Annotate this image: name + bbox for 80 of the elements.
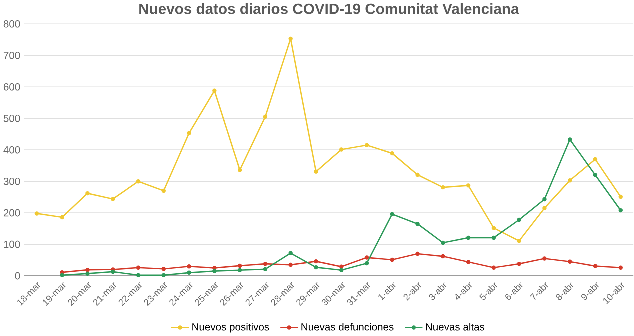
point xyxy=(364,143,370,148)
point xyxy=(314,265,318,270)
point xyxy=(340,148,344,152)
point xyxy=(111,196,116,202)
point xyxy=(187,264,192,269)
point xyxy=(542,256,547,261)
point xyxy=(238,268,242,272)
y-tick-label: 300 xyxy=(4,178,20,186)
point xyxy=(136,273,141,278)
point xyxy=(238,264,242,268)
point xyxy=(517,238,522,244)
point xyxy=(263,267,268,272)
point xyxy=(288,251,293,256)
point xyxy=(60,273,64,278)
point xyxy=(187,270,192,275)
point xyxy=(517,262,522,266)
legend-label: Nuevos positivos xyxy=(192,323,270,333)
legend-label: Nuevas altas xyxy=(426,323,485,331)
point xyxy=(212,88,217,93)
y-tick-label: 600 xyxy=(4,83,20,91)
point xyxy=(86,191,90,196)
point xyxy=(238,168,242,172)
chart-title: Nuevos datos diarios COVID-19 Comunitat Valenciana xyxy=(140,3,520,14)
point xyxy=(441,185,446,190)
point xyxy=(364,256,370,260)
point xyxy=(34,211,40,216)
point xyxy=(618,266,623,270)
point xyxy=(593,173,598,178)
point xyxy=(466,183,471,188)
y-tick-label: 400 xyxy=(4,146,20,154)
point xyxy=(492,236,496,240)
point xyxy=(136,266,141,270)
point xyxy=(568,178,572,183)
point xyxy=(263,114,268,119)
point xyxy=(416,172,420,177)
point xyxy=(390,258,394,262)
point xyxy=(568,137,572,142)
point xyxy=(60,215,64,220)
point xyxy=(340,264,344,269)
point xyxy=(86,272,90,276)
point xyxy=(136,179,141,184)
point xyxy=(568,260,572,264)
point xyxy=(593,264,598,268)
point xyxy=(162,273,166,278)
point xyxy=(340,268,344,272)
point xyxy=(618,194,623,199)
y-tick-label: 0 xyxy=(15,272,20,280)
point xyxy=(263,262,268,266)
point xyxy=(492,226,496,230)
y-tick-label: 500 xyxy=(4,114,20,122)
point xyxy=(416,222,420,226)
point xyxy=(593,157,598,162)
point xyxy=(187,131,192,136)
point xyxy=(416,252,420,256)
y-tick-label: 200 xyxy=(4,209,20,217)
point xyxy=(618,208,623,213)
point xyxy=(466,236,471,240)
point xyxy=(517,218,522,222)
point xyxy=(441,254,446,258)
point xyxy=(212,269,217,274)
point xyxy=(314,259,318,264)
y-tick-label: 800 xyxy=(4,20,20,28)
point xyxy=(288,262,293,267)
legend-label: Nuevas defunciones xyxy=(302,323,394,331)
point xyxy=(466,260,471,264)
y-tick-label: 700 xyxy=(4,52,20,60)
point xyxy=(441,240,446,245)
point xyxy=(492,266,496,270)
point xyxy=(390,151,394,156)
point xyxy=(212,266,217,270)
point xyxy=(288,36,293,41)
point xyxy=(542,206,547,210)
point xyxy=(542,197,547,202)
point xyxy=(162,188,166,193)
point xyxy=(314,170,318,174)
point xyxy=(162,266,166,272)
point xyxy=(390,212,394,216)
y-tick-label: 100 xyxy=(4,240,20,248)
point xyxy=(86,268,90,272)
point xyxy=(364,261,370,266)
